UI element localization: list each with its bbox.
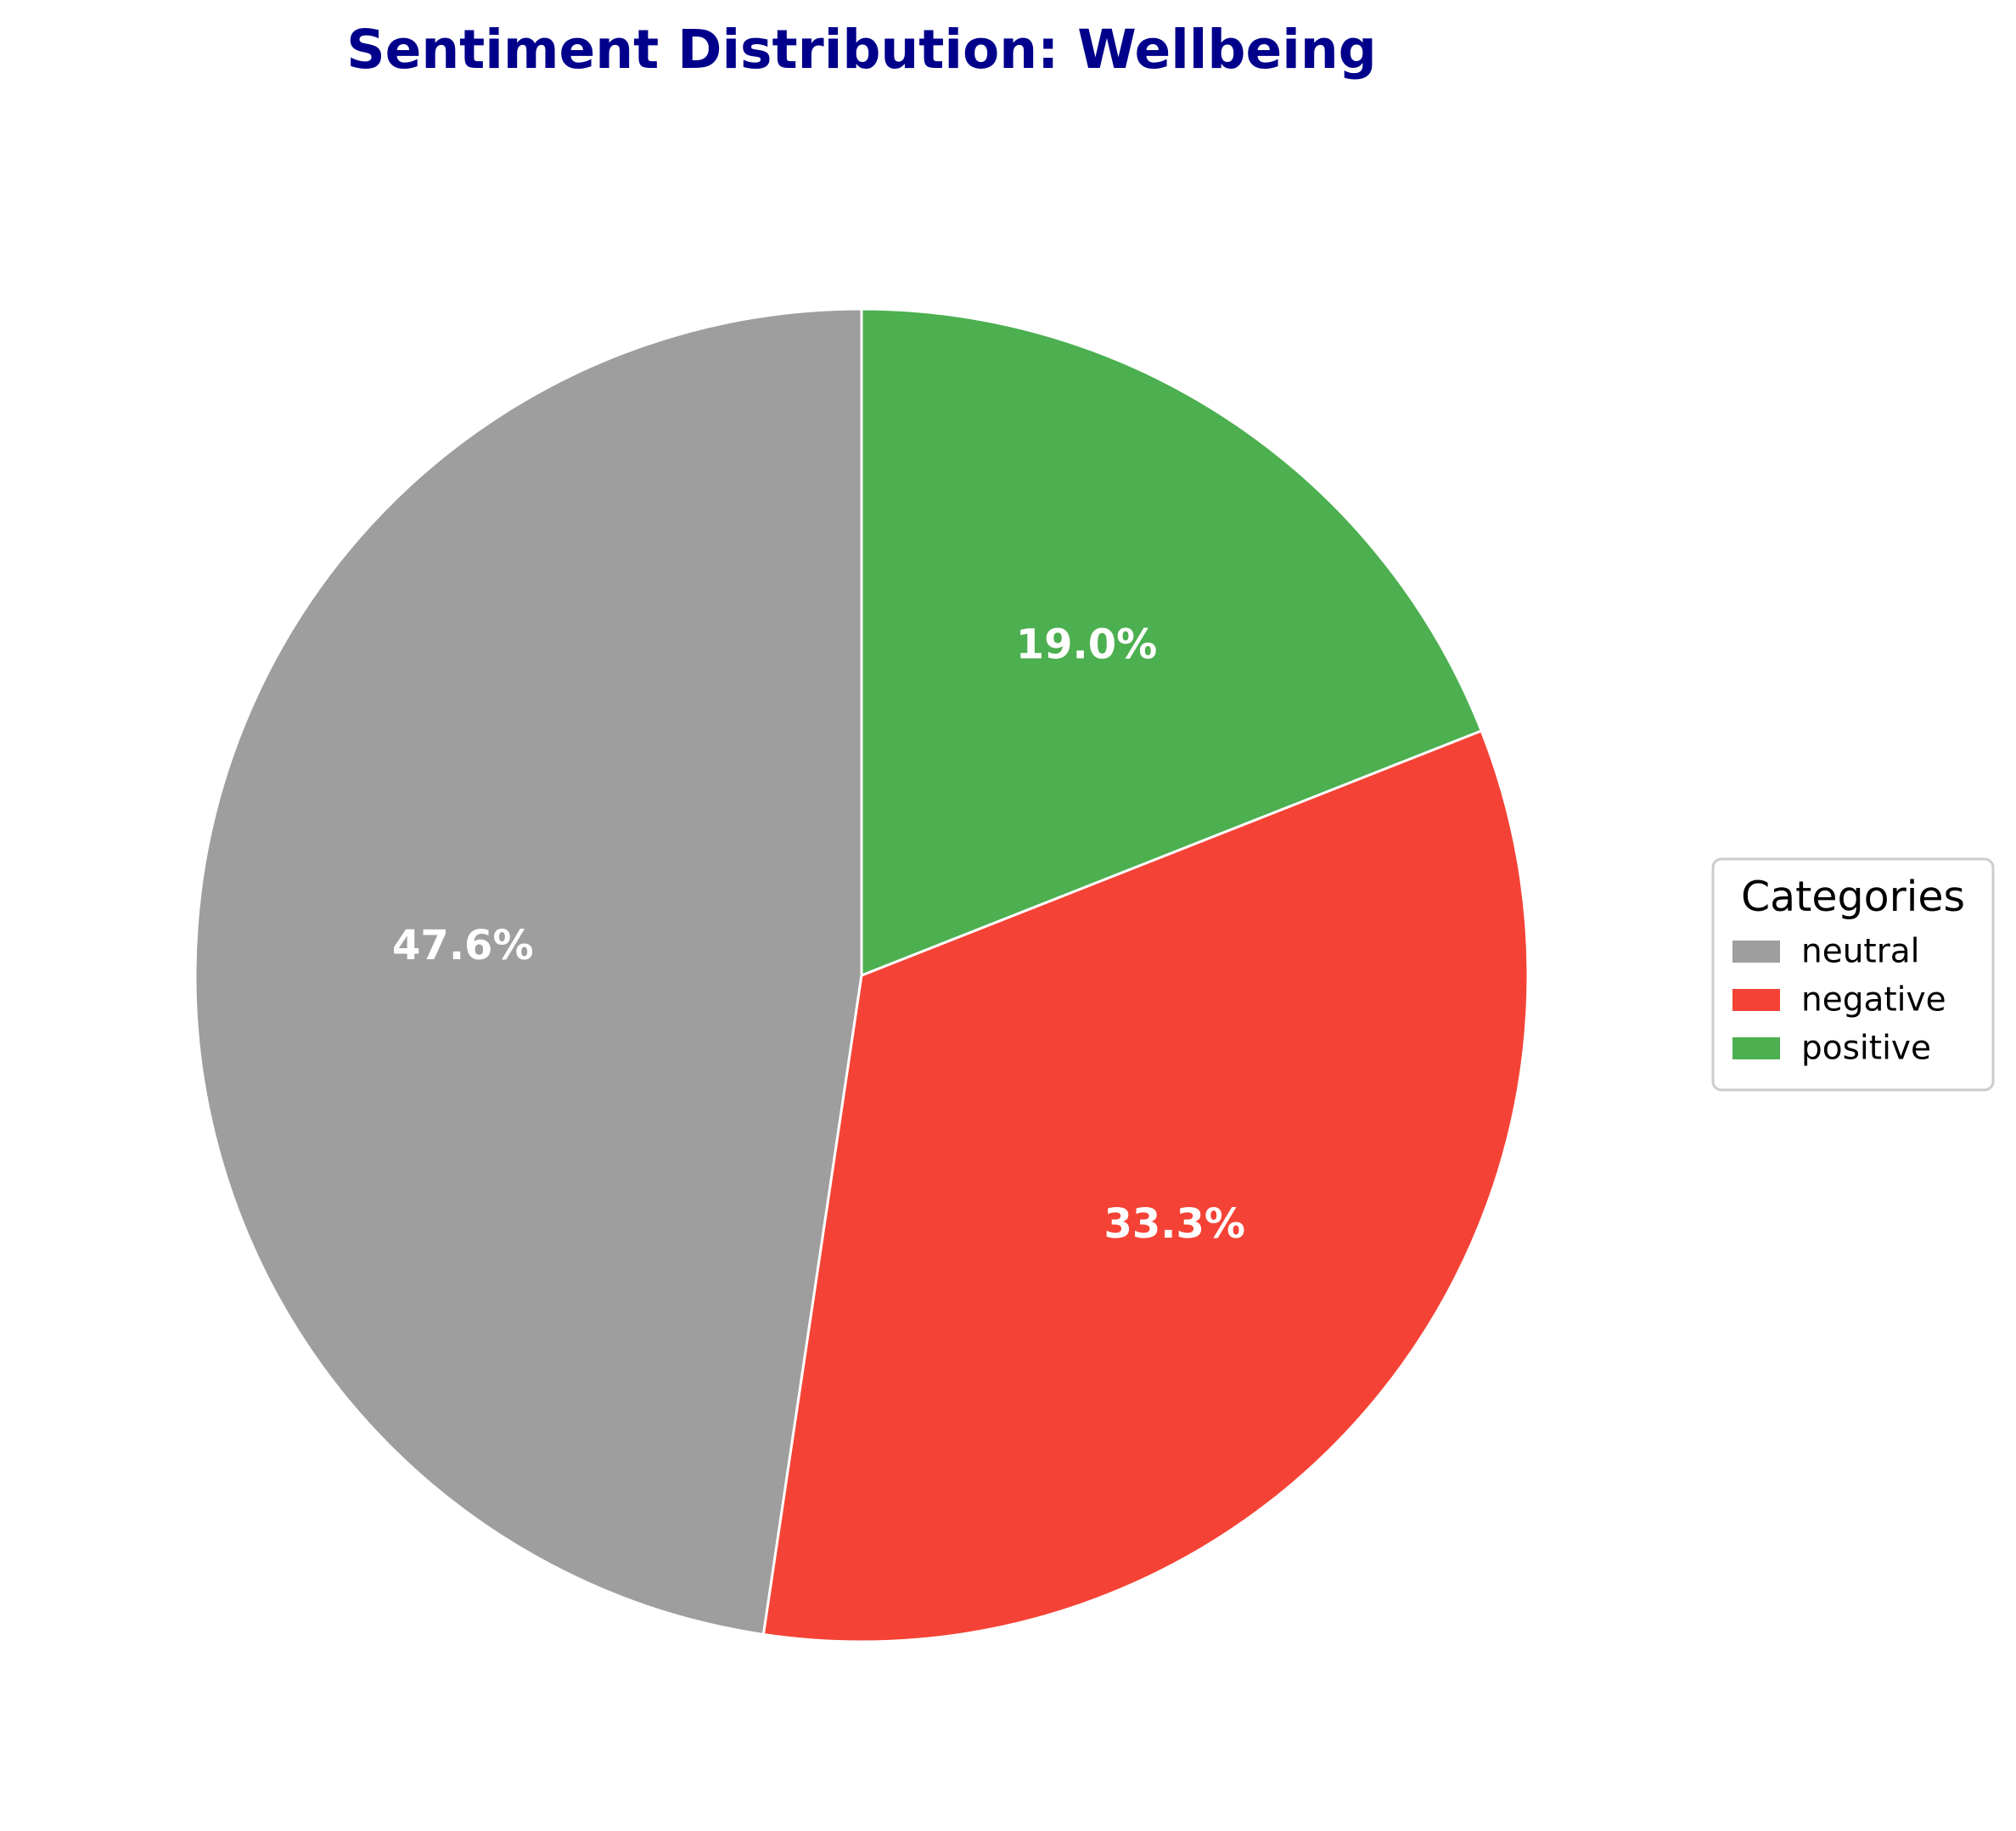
legend-label-positive: positive [1801, 1030, 1931, 1068]
legend: Categories neutral negative positive [1711, 857, 1995, 1092]
pie-slice-neutral [194, 307, 863, 1637]
pie-label-neutral: 47.6% [392, 922, 534, 969]
pie-labels: 47.6% 33.3% 19.0% [392, 621, 1245, 1248]
legend-swatch-positive [1732, 1037, 1780, 1059]
pie-slice-negative [761, 728, 1530, 1643]
legend-label-negative: negative [1801, 981, 1946, 1019]
pie-label-positive: 19.0% [1016, 621, 1158, 669]
legend-swatch-neutral [1732, 941, 1780, 963]
legend-title: Categories [1741, 873, 1965, 921]
legend-swatch-negative [1732, 989, 1780, 1011]
legend-label-neutral: neutral [1801, 933, 1920, 971]
pie-slice-positive [860, 307, 1484, 978]
chart-title: Sentiment Distribution: Wellbeing [346, 19, 1377, 81]
pie-slices [194, 307, 1530, 1643]
pie-label-negative: 33.3% [1104, 1200, 1246, 1248]
legend-frame [1711, 857, 1995, 1092]
legend-entries: neutral negative positive [1732, 933, 1946, 1068]
